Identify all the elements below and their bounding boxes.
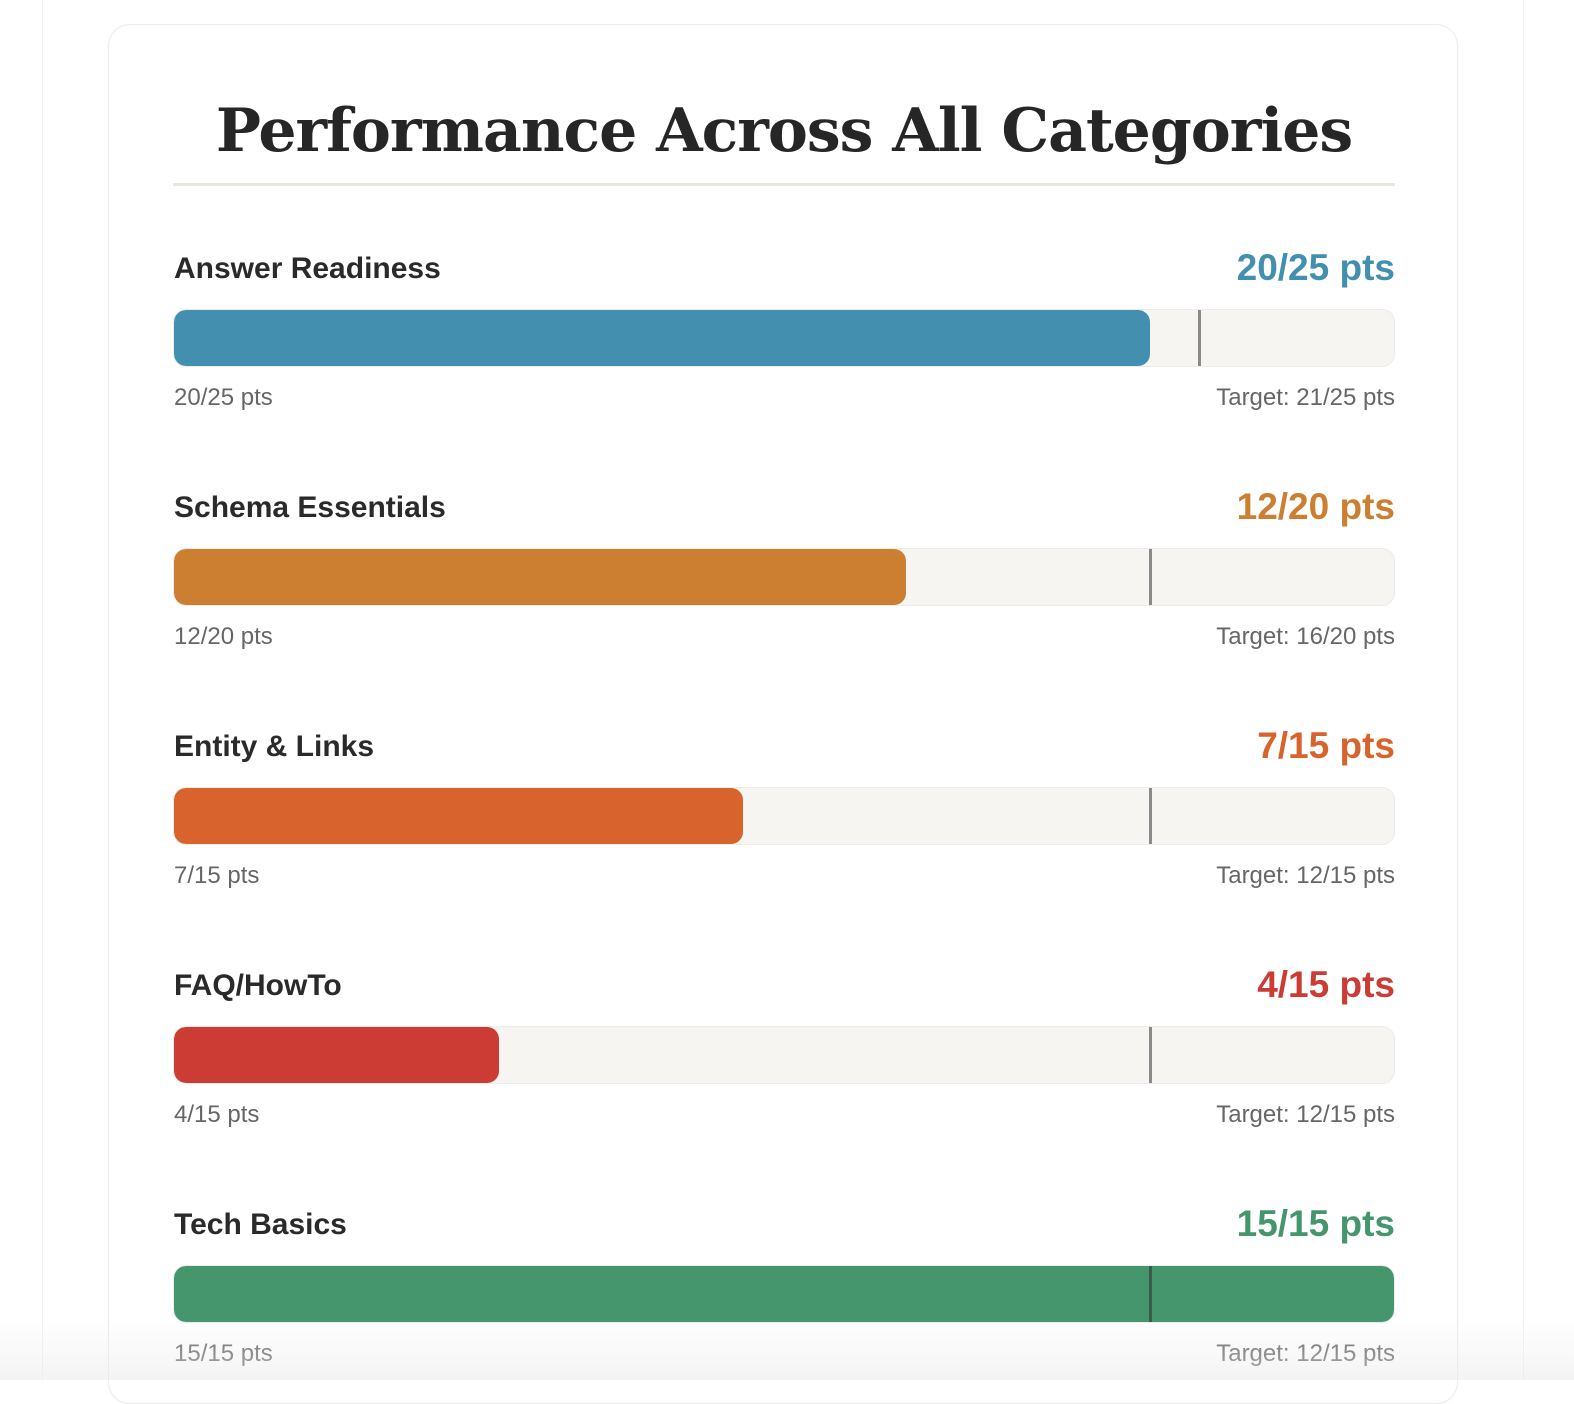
target-score-label: Target: 12/15 pts	[1216, 1340, 1395, 1367]
progress-fill	[174, 549, 906, 605]
category-faq-howto: FAQ/HowTo 4/15 pts 4/15 pts Target: 12/1…	[173, 964, 1395, 1144]
category-header: Schema Essentials 12/20 pts	[173, 486, 1395, 527]
target-score-label: Target: 16/20 pts	[1216, 623, 1395, 650]
category-schema-essentials: Schema Essentials 12/20 pts 12/20 pts Ta…	[173, 486, 1395, 666]
category-score: 4/15 pts	[1257, 964, 1395, 1005]
target-marker	[1149, 1266, 1152, 1322]
category-name: Answer Readiness	[174, 252, 441, 285]
current-score-label: 20/25 pts	[174, 384, 273, 411]
current-score-label: 7/15 pts	[174, 862, 260, 889]
category-score: 7/15 pts	[1257, 725, 1395, 766]
category-entity-links: Entity & Links 7/15 pts 7/15 pts Target:…	[173, 725, 1395, 905]
progress-fill	[174, 1266, 1394, 1322]
category-footer: 7/15 pts Target: 12/15 pts	[173, 861, 1395, 891]
card-content: Performance Across All Categories Answer…	[173, 25, 1395, 1367]
progress-track	[173, 1026, 1395, 1084]
progress-track	[173, 309, 1395, 367]
category-header: Tech Basics 15/15 pts	[173, 1203, 1395, 1244]
category-header: FAQ/HowTo 4/15 pts	[173, 964, 1395, 1005]
category-footer: 20/25 pts Target: 21/25 pts	[173, 383, 1395, 413]
progress-track	[173, 548, 1395, 606]
target-score-label: Target: 21/25 pts	[1216, 384, 1395, 411]
progress-track	[173, 1265, 1395, 1323]
category-score: 20/25 pts	[1236, 247, 1395, 288]
target-score-label: Target: 12/15 pts	[1216, 862, 1395, 889]
category-name: Entity & Links	[174, 730, 375, 763]
category-footer: 4/15 pts Target: 12/15 pts	[173, 1100, 1395, 1130]
target-score-label: Target: 12/15 pts	[1216, 1101, 1395, 1128]
category-name: Schema Essentials	[174, 491, 446, 524]
progress-fill	[174, 310, 1150, 366]
page-title: Performance Across All Categories	[215, 96, 1353, 166]
title-divider	[173, 183, 1395, 186]
category-score: 15/15 pts	[1236, 1203, 1395, 1244]
category-footer: 12/20 pts Target: 16/20 pts	[173, 622, 1395, 652]
current-score-label: 12/20 pts	[174, 623, 273, 650]
performance-card: Performance Across All Categories Answer…	[108, 24, 1458, 1404]
category-header: Answer Readiness 20/25 pts	[173, 247, 1395, 288]
category-tech-basics: Tech Basics 15/15 pts 15/15 pts Target: …	[173, 1203, 1395, 1383]
target-marker	[1149, 788, 1152, 844]
target-marker	[1149, 549, 1152, 605]
category-name: FAQ/HowTo	[174, 969, 342, 1002]
progress-track	[173, 787, 1395, 845]
progress-fill	[174, 788, 744, 844]
current-score-label: 4/15 pts	[174, 1101, 260, 1128]
page-frame	[42, 0, 1524, 1380]
category-header: Entity & Links 7/15 pts	[173, 725, 1395, 766]
target-marker	[1149, 1027, 1152, 1083]
category-name: Tech Basics	[174, 1208, 347, 1241]
category-score: 12/20 pts	[1236, 486, 1395, 527]
progress-fill	[174, 1027, 500, 1083]
current-score-label: 15/15 pts	[174, 1340, 273, 1367]
target-marker	[1197, 310, 1201, 366]
category-footer: 15/15 pts Target: 12/15 pts	[173, 1339, 1395, 1369]
category-answer-readiness: Answer Readiness 20/25 pts 20/25 pts Tar…	[173, 247, 1395, 427]
